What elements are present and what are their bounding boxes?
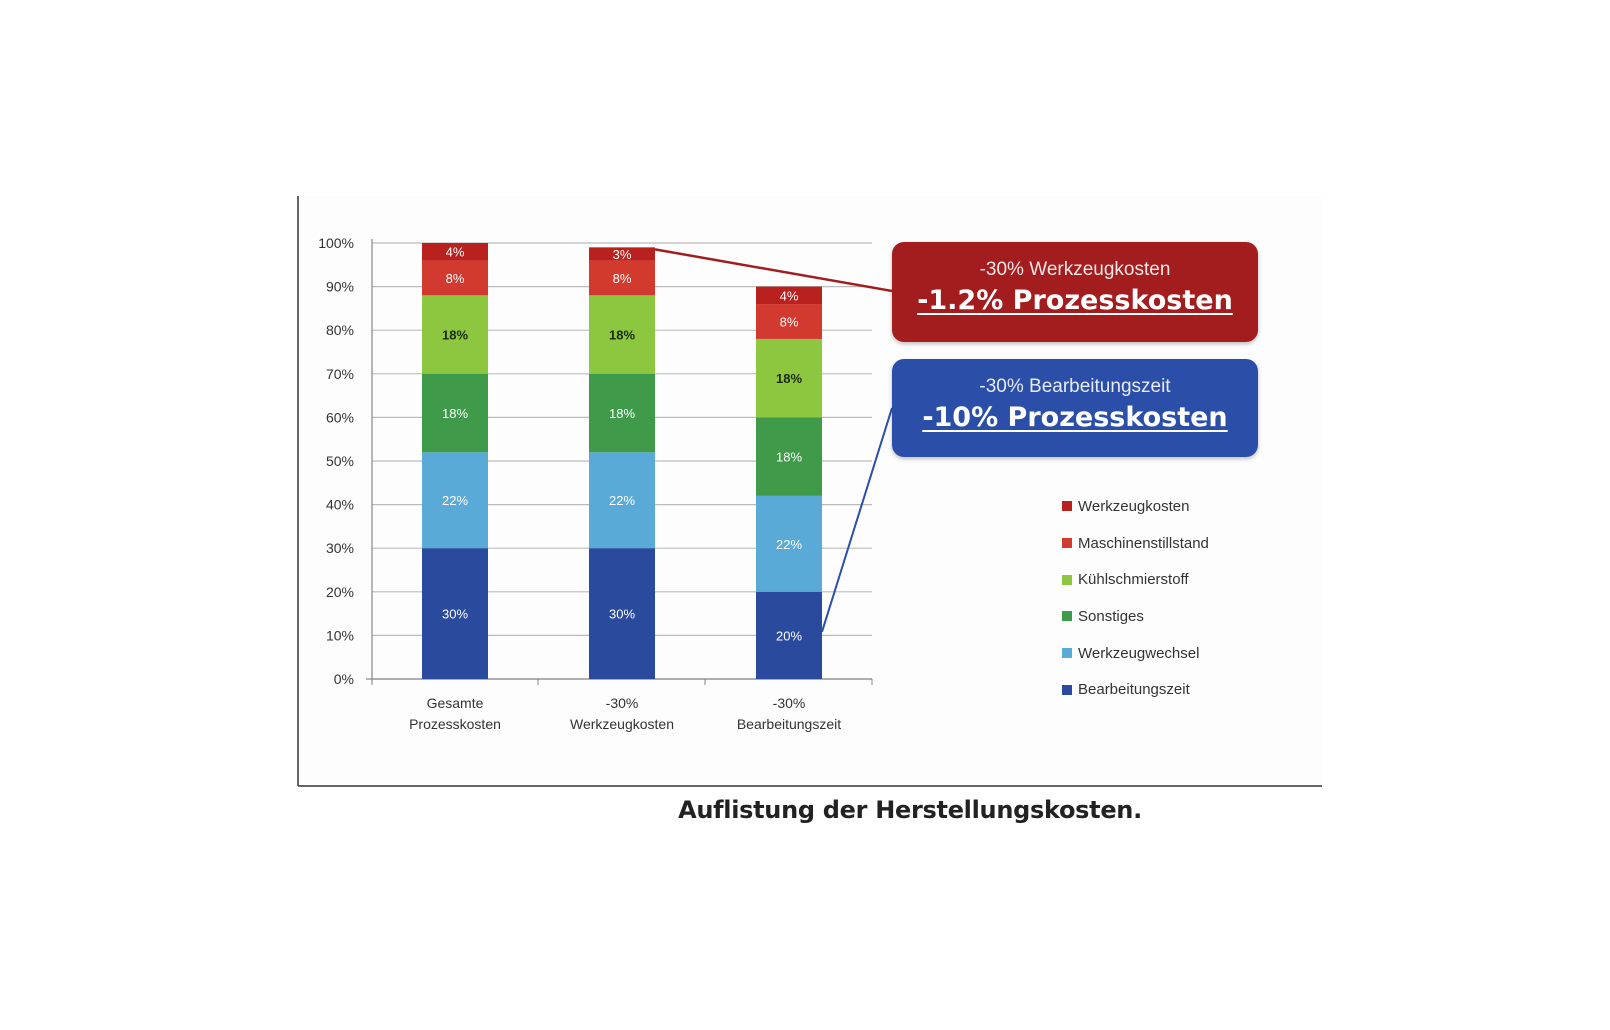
y-tick-label: 0%	[334, 671, 354, 687]
callout-werkzeugkosten-line1: -30% Werkzeugkosten	[979, 259, 1171, 280]
legend-item: Kühlschmierstoff	[1062, 561, 1282, 598]
figure-caption: Auflistung der Herstellungskosten.	[678, 796, 1142, 824]
x-tick-label: -30%	[606, 695, 639, 711]
bar-segment	[422, 243, 488, 261]
data-label: 4%	[780, 288, 799, 303]
y-tick-label: 70%	[326, 366, 354, 382]
y-tick-label: 60%	[326, 409, 354, 425]
legend-item: Werkzeugkosten	[1062, 488, 1282, 525]
bar-segment	[756, 591, 822, 679]
x-tick-label: Prozesskosten	[409, 716, 501, 732]
bar-segment	[589, 260, 655, 296]
data-label: 18%	[776, 371, 802, 386]
legend: Werkzeugkosten Maschinenstillstand Kühlsch…	[1062, 488, 1282, 708]
legend-item: Bearbeitungszeit	[1062, 671, 1282, 708]
legend-swatch	[1062, 611, 1072, 622]
y-tick-label: 80%	[326, 322, 354, 338]
bar-segment	[589, 548, 655, 679]
bar-segment	[589, 373, 655, 453]
y-tick-label: 90%	[326, 279, 354, 295]
x-tick-label: Bearbeitungszeit	[737, 716, 841, 732]
legend-label: Werkzeugwechsel	[1078, 644, 1200, 662]
x-tick-label: -30%	[773, 695, 806, 711]
legend-swatch	[1062, 538, 1072, 549]
connector-werkzeugkosten	[654, 248, 893, 293]
legend-item: Werkzeugwechsel	[1062, 635, 1282, 672]
y-tick-label: 20%	[326, 584, 354, 600]
connector-bearbeitungszeit	[821, 407, 893, 633]
bar-segment	[756, 495, 822, 592]
bar-segment	[756, 338, 822, 418]
legend-label: Werkzeugkosten	[1078, 497, 1190, 515]
y-tick-label: 100%	[318, 235, 354, 251]
bar-segment	[756, 304, 822, 339]
bar-segment	[422, 295, 488, 374]
bar-segment	[589, 295, 655, 374]
data-label: 8%	[613, 271, 632, 286]
legend-label: Bearbeitungszeit	[1078, 681, 1190, 699]
bar-segment	[756, 417, 822, 496]
legend-item: Maschinenstillstand	[1062, 525, 1282, 562]
callout-bearbeitungszeit-line1: -30% Bearbeitungszeit	[979, 376, 1171, 397]
y-tick-label: 30%	[326, 540, 354, 556]
bar-segment	[422, 373, 488, 453]
callout-bearbeitungszeit-line2: -10% Prozesskosten	[922, 402, 1228, 433]
data-label: 18%	[442, 328, 468, 343]
legend-swatch	[1062, 574, 1072, 585]
bar-segment	[589, 452, 655, 549]
legend-label: Sonstiges	[1078, 607, 1144, 625]
bar-segment	[422, 548, 488, 679]
bar-segment	[422, 452, 488, 549]
data-label: 18%	[442, 406, 468, 421]
data-label: 4%	[446, 245, 465, 260]
data-label: 30%	[609, 607, 635, 622]
callout-bearbeitungszeit: -30% Bearbeitungszeit -10% Prozesskosten	[892, 359, 1258, 457]
y-tick-label: 40%	[326, 497, 354, 513]
data-label: 22%	[609, 493, 635, 508]
legend-swatch	[1062, 684, 1072, 695]
y-tick-label: 10%	[326, 627, 354, 643]
data-label: 20%	[776, 628, 802, 643]
data-label: 18%	[609, 328, 635, 343]
data-label: 8%	[446, 271, 465, 286]
data-label: 22%	[442, 493, 468, 508]
data-label: 18%	[776, 450, 802, 465]
legend-label: Maschinenstillstand	[1078, 534, 1209, 552]
callout-werkzeugkosten-line2: -1.2% Prozesskosten	[917, 285, 1233, 316]
bar-segment	[589, 247, 655, 261]
legend-swatch	[1062, 648, 1072, 659]
bar-segment	[756, 286, 822, 305]
callout-werkzeugkosten: -30% Werkzeugkosten -1.2% Prozesskosten	[892, 242, 1258, 342]
legend-swatch	[1062, 501, 1072, 512]
bar-segment	[422, 260, 488, 296]
legend-label: Kühlschmierstoff	[1078, 571, 1189, 589]
legend-item: Sonstiges	[1062, 598, 1282, 635]
x-tick-label: Werkzeugkosten	[570, 716, 674, 732]
data-label: 18%	[609, 406, 635, 421]
data-label: 3%	[613, 247, 632, 262]
data-label: 22%	[776, 537, 802, 552]
y-tick-label: 50%	[326, 453, 354, 469]
data-label: 8%	[780, 314, 799, 329]
data-label: 30%	[442, 607, 468, 622]
x-tick-label: Gesamte	[427, 695, 484, 711]
